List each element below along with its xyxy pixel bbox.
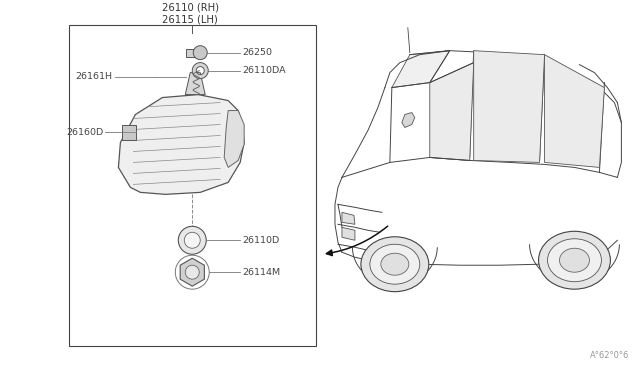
Text: A°62°0°6: A°62°0°6 bbox=[589, 351, 629, 360]
Polygon shape bbox=[118, 94, 244, 194]
Polygon shape bbox=[392, 51, 450, 87]
Ellipse shape bbox=[381, 253, 409, 275]
Circle shape bbox=[185, 265, 199, 279]
Text: 26110 (RH): 26110 (RH) bbox=[162, 3, 219, 13]
Bar bbox=[186, 49, 198, 57]
Text: 26110D: 26110D bbox=[242, 236, 280, 245]
Circle shape bbox=[184, 232, 200, 248]
Text: 26110DA: 26110DA bbox=[242, 66, 286, 75]
Bar bbox=[122, 125, 136, 141]
Circle shape bbox=[193, 46, 207, 60]
Text: 26115 (LH): 26115 (LH) bbox=[163, 15, 218, 25]
Circle shape bbox=[179, 226, 206, 254]
Polygon shape bbox=[545, 55, 604, 167]
Polygon shape bbox=[342, 212, 355, 224]
Polygon shape bbox=[430, 62, 474, 160]
Polygon shape bbox=[180, 258, 204, 286]
Text: 26250: 26250 bbox=[242, 48, 272, 57]
Polygon shape bbox=[474, 51, 545, 163]
Polygon shape bbox=[224, 110, 244, 167]
Polygon shape bbox=[402, 113, 415, 128]
Text: 26161H: 26161H bbox=[76, 72, 113, 81]
Ellipse shape bbox=[538, 231, 611, 289]
Bar bbox=[68, 25, 316, 346]
Ellipse shape bbox=[559, 248, 589, 272]
Ellipse shape bbox=[548, 239, 602, 282]
Polygon shape bbox=[342, 227, 355, 240]
Ellipse shape bbox=[370, 244, 420, 284]
Text: 26160D: 26160D bbox=[66, 128, 104, 137]
Ellipse shape bbox=[361, 237, 429, 292]
Polygon shape bbox=[185, 73, 205, 94]
Text: 26114M: 26114M bbox=[242, 268, 280, 277]
